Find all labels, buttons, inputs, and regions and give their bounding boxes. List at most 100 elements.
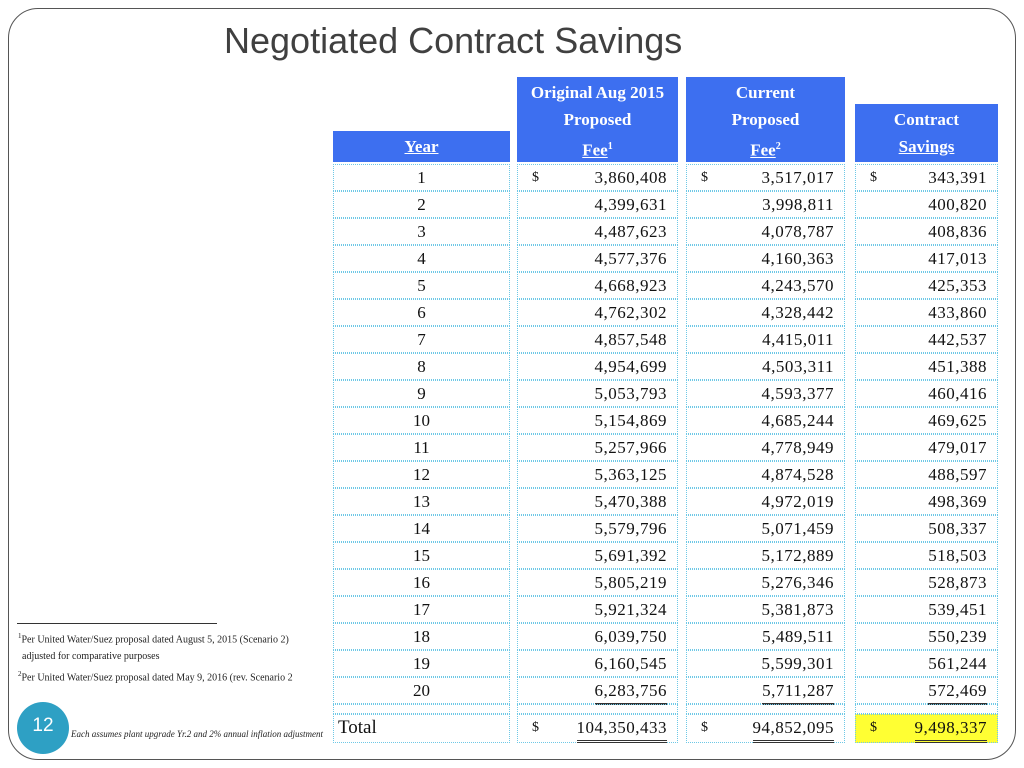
row-year: 18	[333, 623, 510, 650]
row-original-fee: 4,668,923	[517, 272, 678, 299]
row-year: 20	[333, 677, 510, 704]
row-year: 15	[333, 542, 510, 569]
row-savings: 417,013	[855, 245, 998, 272]
row-original-fee: 6,283,756	[517, 677, 678, 705]
total-original-fee: $104,350,433	[517, 714, 678, 743]
row-savings: 528,873	[855, 569, 998, 596]
row-current-fee: 4,972,019	[686, 488, 845, 515]
row-original-fee: 4,487,623	[517, 218, 678, 245]
row-year: 17	[333, 596, 510, 623]
row-savings: 425,353	[855, 272, 998, 299]
row-year: 11	[333, 434, 510, 461]
assumption-note: Each assumes plant upgrade Yr.2 and 2% a…	[71, 729, 323, 739]
row-original-fee: 4,954,699	[517, 353, 678, 380]
row-original-fee: 5,257,966	[517, 434, 678, 461]
spacer-row	[333, 704, 510, 714]
row-savings: 561,244	[855, 650, 998, 677]
row-current-fee: 3,998,811	[686, 191, 845, 218]
row-savings: 460,416	[855, 380, 998, 407]
row-savings: 539,451	[855, 596, 998, 623]
row-savings: 479,017	[855, 434, 998, 461]
row-year: 1	[333, 164, 510, 191]
row-current-fee: 5,599,301	[686, 650, 845, 677]
row-savings: $343,391	[855, 164, 998, 191]
row-current-fee: 5,711,287	[686, 677, 845, 705]
row-savings: 518,503	[855, 542, 998, 569]
row-year: 12	[333, 461, 510, 488]
footnote-1: 1Per United Water/Suez proposal dated Au…	[18, 632, 289, 663]
spacer-row	[517, 704, 678, 714]
header-year: Year	[333, 131, 510, 162]
row-current-fee: 5,381,873	[686, 596, 845, 623]
row-year: 14	[333, 515, 510, 542]
total-current-fee: $94,852,095	[686, 714, 845, 743]
row-savings: 400,820	[855, 191, 998, 218]
row-original-fee: 5,053,793	[517, 380, 678, 407]
row-year: 13	[333, 488, 510, 515]
row-current-fee: $3,517,017	[686, 164, 845, 191]
row-original-fee: 4,762,302	[517, 299, 678, 326]
row-current-fee: 5,172,889	[686, 542, 845, 569]
footnote-divider	[17, 623, 217, 624]
row-savings: 488,597	[855, 461, 998, 488]
row-year: 6	[333, 299, 510, 326]
row-savings: 508,337	[855, 515, 998, 542]
row-current-fee: 4,593,377	[686, 380, 845, 407]
row-current-fee: 5,489,511	[686, 623, 845, 650]
row-original-fee: 4,577,376	[517, 245, 678, 272]
row-original-fee: 5,805,219	[517, 569, 678, 596]
footnote-2: 2Per United Water/Suez proposal dated Ma…	[18, 670, 293, 684]
row-original-fee: 4,857,548	[517, 326, 678, 353]
row-current-fee: 4,243,570	[686, 272, 845, 299]
row-original-fee: 5,579,796	[517, 515, 678, 542]
spacer-row	[855, 704, 998, 714]
row-current-fee: 4,874,528	[686, 461, 845, 488]
row-original-fee: 5,154,869	[517, 407, 678, 434]
row-year: 5	[333, 272, 510, 299]
row-year: 7	[333, 326, 510, 353]
row-original-fee: 5,921,324	[517, 596, 678, 623]
header-current-fee: Current Proposed Fee2	[686, 77, 845, 162]
row-current-fee: 4,415,011	[686, 326, 845, 353]
row-savings: 433,860	[855, 299, 998, 326]
row-savings: 408,836	[855, 218, 998, 245]
row-original-fee: 5,470,388	[517, 488, 678, 515]
row-current-fee: 5,071,459	[686, 515, 845, 542]
row-current-fee: 4,778,949	[686, 434, 845, 461]
header-original-fee: Original Aug 2015 Proposed Fee1	[517, 77, 678, 162]
row-savings: 442,537	[855, 326, 998, 353]
row-savings: 550,239	[855, 623, 998, 650]
row-year: 8	[333, 353, 510, 380]
currency-symbol: $	[701, 170, 708, 185]
row-current-fee: 4,503,311	[686, 353, 845, 380]
row-original-fee: 5,691,392	[517, 542, 678, 569]
spacer-row	[686, 704, 845, 714]
row-original-fee: 4,399,631	[517, 191, 678, 218]
row-savings: 451,388	[855, 353, 998, 380]
currency-symbol: $	[870, 170, 877, 185]
header-savings: Contract Savings	[855, 104, 998, 162]
row-year: 2	[333, 191, 510, 218]
row-current-fee: 4,328,442	[686, 299, 845, 326]
row-current-fee: 4,685,244	[686, 407, 845, 434]
row-current-fee: 5,276,346	[686, 569, 845, 596]
row-original-fee: $3,860,408	[517, 164, 678, 191]
total-savings: $9,498,337	[855, 714, 998, 743]
slide-frame	[8, 8, 1016, 760]
row-savings: 469,625	[855, 407, 998, 434]
row-year: 16	[333, 569, 510, 596]
row-original-fee: 6,039,750	[517, 623, 678, 650]
row-current-fee: 4,078,787	[686, 218, 845, 245]
slide-title: Negotiated Contract Savings	[224, 20, 683, 61]
row-current-fee: 4,160,363	[686, 245, 845, 272]
row-original-fee: 6,160,545	[517, 650, 678, 677]
row-year: 4	[333, 245, 510, 272]
row-savings: 498,369	[855, 488, 998, 515]
page-number-badge: 12	[17, 702, 69, 754]
total-label: Total	[333, 714, 510, 743]
row-year: 9	[333, 380, 510, 407]
row-original-fee: 5,363,125	[517, 461, 678, 488]
row-year: 3	[333, 218, 510, 245]
row-year: 10	[333, 407, 510, 434]
row-savings: 572,469	[855, 677, 998, 705]
